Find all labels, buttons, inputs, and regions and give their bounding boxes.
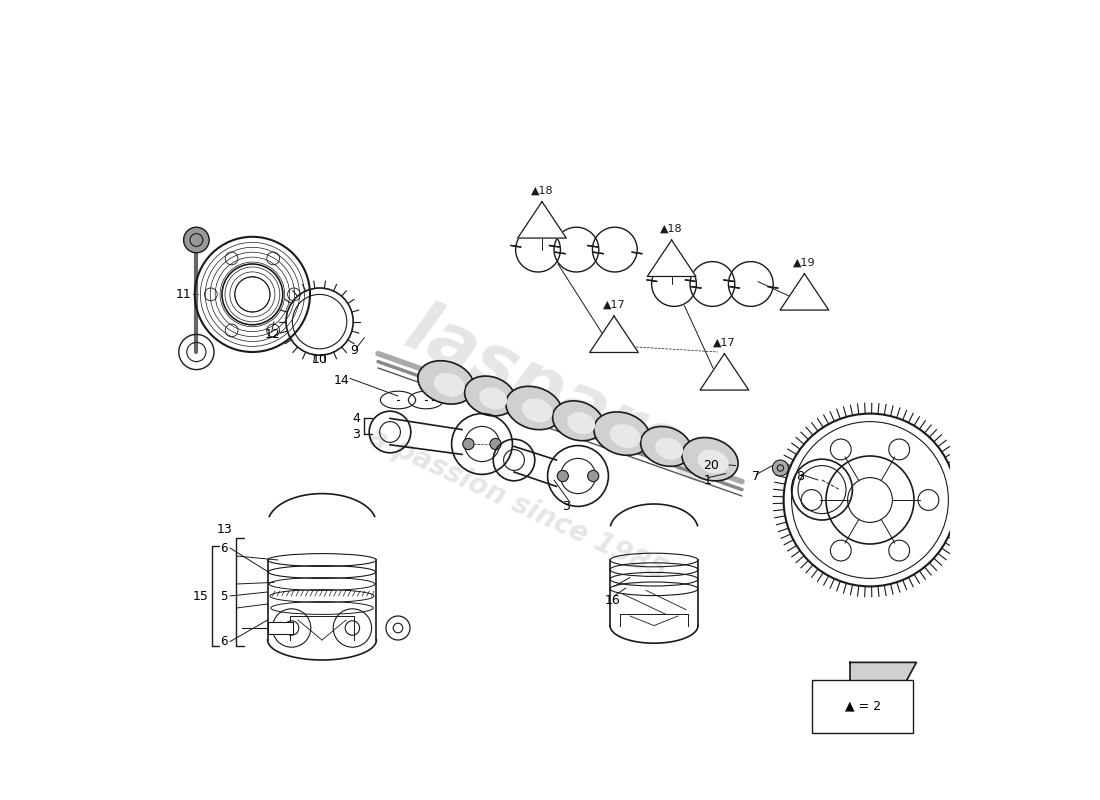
Text: ▲19: ▲19 — [793, 257, 816, 267]
Text: 12: 12 — [264, 328, 280, 341]
Text: laspares: laspares — [395, 296, 737, 504]
Ellipse shape — [640, 426, 692, 466]
Text: ▲18: ▲18 — [660, 223, 683, 234]
FancyBboxPatch shape — [267, 622, 294, 634]
Circle shape — [184, 227, 209, 253]
Text: 10: 10 — [311, 354, 328, 366]
Circle shape — [490, 438, 502, 450]
Circle shape — [587, 470, 598, 482]
Polygon shape — [518, 202, 567, 238]
Text: 13: 13 — [217, 523, 232, 536]
Text: ▲17: ▲17 — [603, 300, 625, 310]
Circle shape — [772, 460, 789, 476]
Ellipse shape — [697, 450, 728, 474]
Polygon shape — [647, 240, 696, 277]
Text: 20: 20 — [704, 459, 719, 472]
Ellipse shape — [682, 438, 738, 481]
Polygon shape — [590, 316, 638, 353]
Text: 8: 8 — [796, 470, 804, 482]
Text: 9: 9 — [350, 344, 358, 357]
Text: 3: 3 — [352, 428, 361, 441]
Ellipse shape — [552, 401, 604, 441]
Ellipse shape — [568, 412, 595, 434]
Text: 14: 14 — [334, 374, 350, 386]
Text: 6: 6 — [220, 635, 228, 648]
Circle shape — [463, 438, 474, 450]
Polygon shape — [780, 274, 828, 310]
Text: 6: 6 — [220, 542, 228, 554]
Polygon shape — [700, 354, 749, 390]
FancyBboxPatch shape — [813, 680, 913, 733]
Text: 4: 4 — [352, 412, 361, 425]
Ellipse shape — [480, 387, 507, 410]
Polygon shape — [850, 662, 916, 718]
Text: ▲ = 2: ▲ = 2 — [845, 700, 881, 713]
Circle shape — [558, 470, 569, 482]
Ellipse shape — [594, 412, 650, 455]
Ellipse shape — [418, 361, 474, 404]
Text: ▲18: ▲18 — [530, 186, 553, 195]
Text: 15: 15 — [192, 590, 208, 602]
Text: 7: 7 — [751, 470, 760, 482]
Ellipse shape — [433, 373, 464, 397]
Ellipse shape — [521, 398, 552, 422]
Ellipse shape — [656, 438, 683, 460]
Text: 16: 16 — [604, 594, 620, 606]
Ellipse shape — [506, 386, 562, 430]
Text: 11: 11 — [176, 288, 191, 301]
Text: a passion since 1985: a passion since 1985 — [364, 422, 671, 586]
Ellipse shape — [609, 424, 640, 448]
Text: 5: 5 — [220, 590, 228, 602]
Text: 3: 3 — [562, 500, 570, 513]
Text: ▲17: ▲17 — [713, 337, 736, 347]
Text: 1: 1 — [704, 474, 712, 486]
Ellipse shape — [464, 376, 516, 416]
